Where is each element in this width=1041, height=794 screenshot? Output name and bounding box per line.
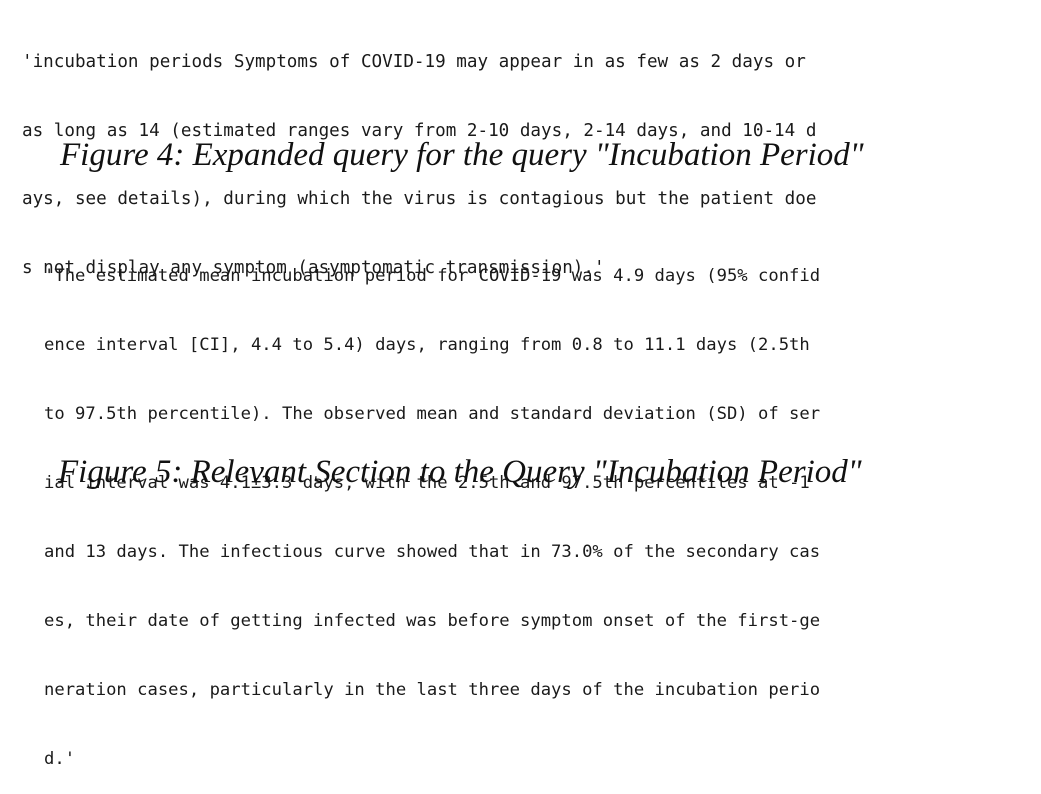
expanded-query-line: ays, see details), during which the viru… — [22, 189, 817, 209]
relevant-section-line: and 13 days. The infectious curve showed… — [44, 542, 821, 562]
figure-4-caption: Figure 4: Expanded query for the query "… — [60, 137, 864, 173]
relevant-section-line: neration cases, particularly in the last… — [44, 680, 821, 700]
expanded-query-line: as long as 14 (estimated ranges vary fro… — [22, 120, 817, 141]
relevant-section-line: to 97.5th percentile). The observed mean… — [44, 404, 821, 424]
relevant-section-line: ial interval was 4.1±3.3 days, with the … — [44, 473, 810, 493]
figure-5-caption: Figure 5: Relevant Section to the Query … — [58, 454, 862, 490]
relevant-section-text: 'The estimated mean incubation period fo… — [44, 222, 820, 794]
relevant-section-line: d.' — [44, 749, 76, 769]
expanded-query-text: 'incubation periods Symptoms of COVID-19… — [22, 8, 816, 302]
expanded-query-line: s not display any symptom (asymptomatic … — [22, 257, 605, 278]
relevant-section-line: ence interval [CI], 4.4 to 5.4) days, ra… — [44, 335, 810, 355]
relevant-section-line: 'The estimated mean incubation period fo… — [44, 266, 821, 286]
expanded-query-line: 'incubation periods Symptoms of COVID-19… — [22, 52, 806, 72]
relevant-section-line: es, their date of getting infected was b… — [44, 611, 821, 631]
